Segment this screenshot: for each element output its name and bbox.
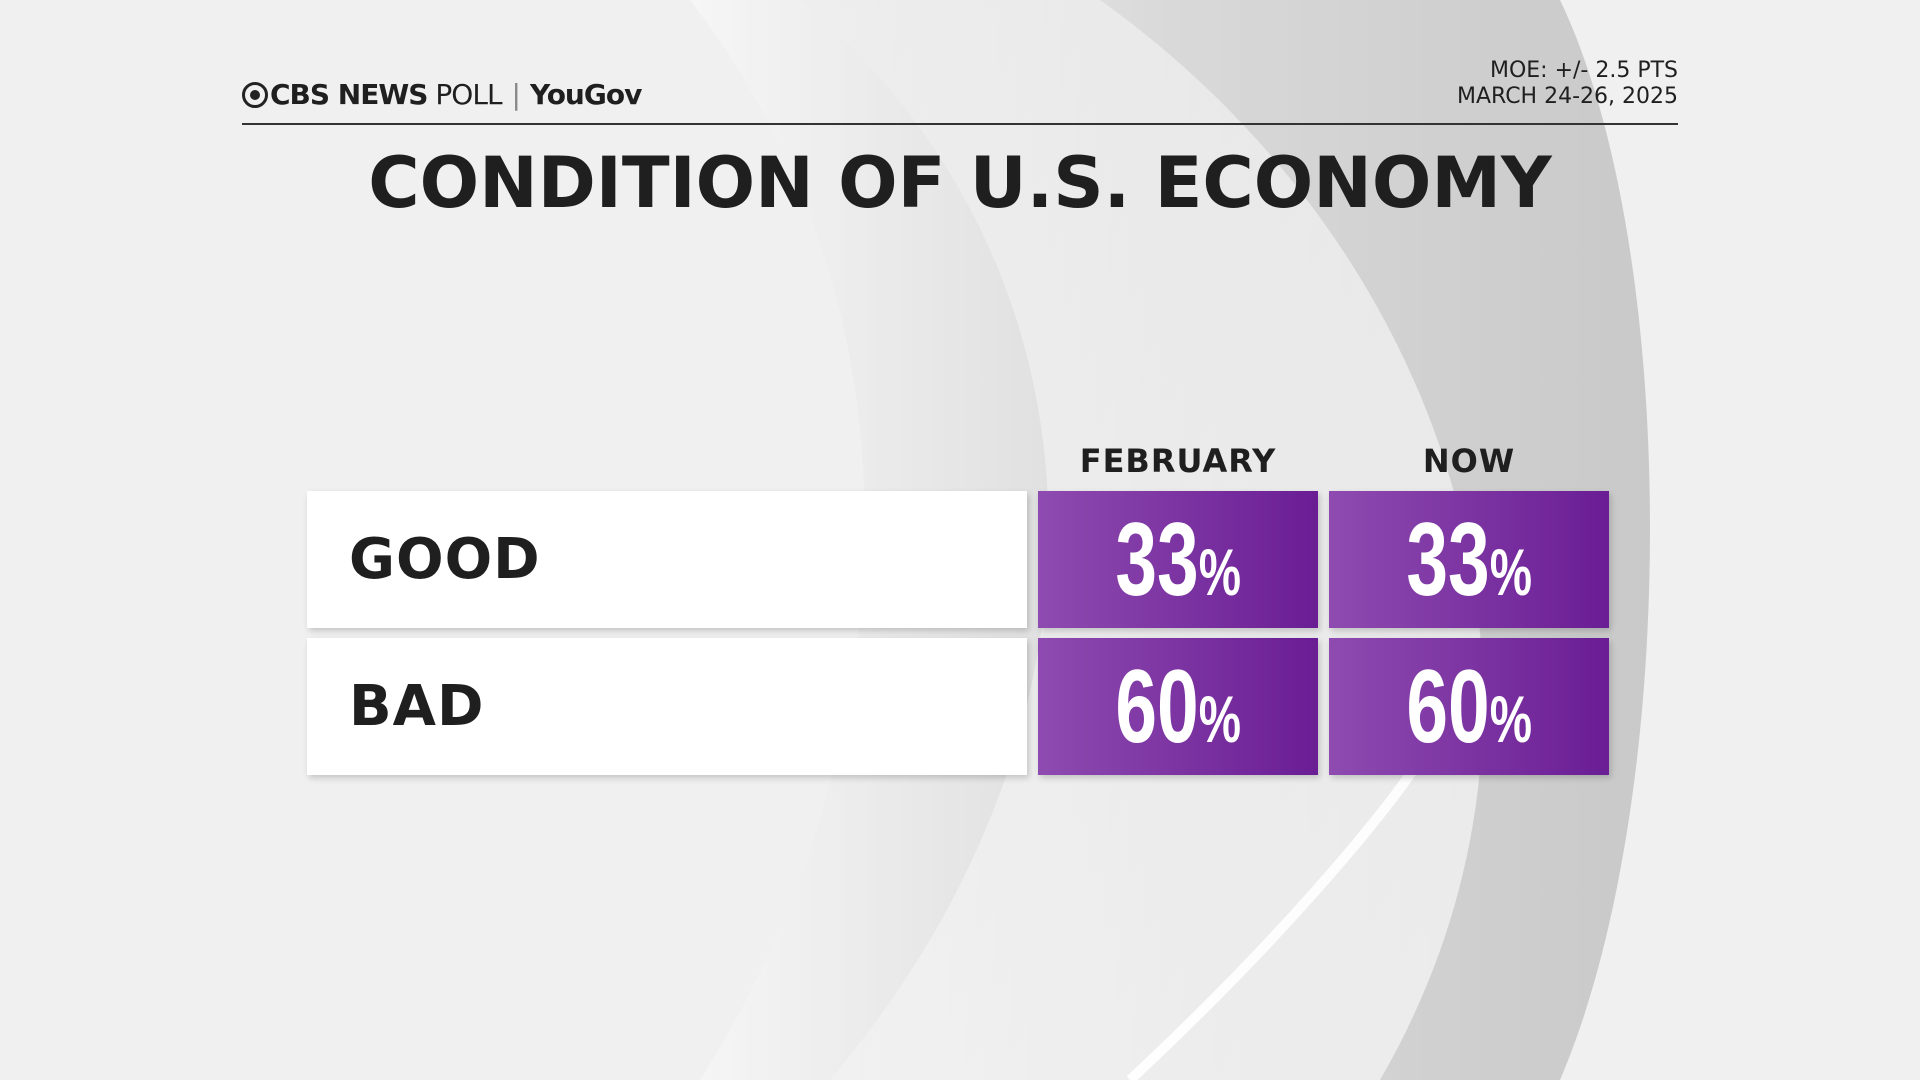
column-header-february: FEBRUARY [1079, 442, 1277, 480]
value: 60 [1406, 648, 1490, 765]
cbs-yougov-logo: CBS NEWS POLL | YouGov [242, 78, 642, 111]
percent-sign: % [1198, 534, 1241, 609]
row-label-good: GOOD [307, 491, 1027, 628]
brand-cbs: CBS NEWS [270, 78, 428, 111]
margin-of-error: MOE: +/- 2.5 PTS [1489, 58, 1678, 83]
page-title: CONDITION OF U.S. ECONOMY [368, 142, 1552, 224]
brand-partner: YouGov [529, 78, 642, 111]
percent-sign: % [1198, 681, 1241, 756]
value: 60 [1115, 648, 1199, 765]
cbs-eye-icon [242, 81, 268, 108]
percent-sign: % [1489, 681, 1532, 756]
value: 33 [1406, 501, 1490, 618]
brand-poll: POLL [435, 78, 502, 111]
cell-bad-now: 60% [1329, 638, 1609, 775]
row-label-text: GOOD [349, 527, 541, 592]
poll-dates: MARCH 24-26, 2025 [1456, 84, 1678, 109]
row-label-text: BAD [349, 674, 485, 739]
cell-good-february: 33% [1038, 491, 1318, 628]
column-header-now: NOW [1422, 442, 1516, 480]
value: 33 [1115, 501, 1199, 618]
poll-meta: MOE: +/- 2.5 PTS MARCH 24-26, 2025 [1457, 58, 1678, 110]
brand-separator: | [511, 78, 521, 111]
percent-sign: % [1489, 534, 1532, 609]
header-divider [242, 123, 1678, 125]
cell-good-now: 33% [1329, 491, 1609, 628]
row-label-bad: BAD [307, 638, 1027, 775]
cell-bad-february: 60% [1038, 638, 1318, 775]
